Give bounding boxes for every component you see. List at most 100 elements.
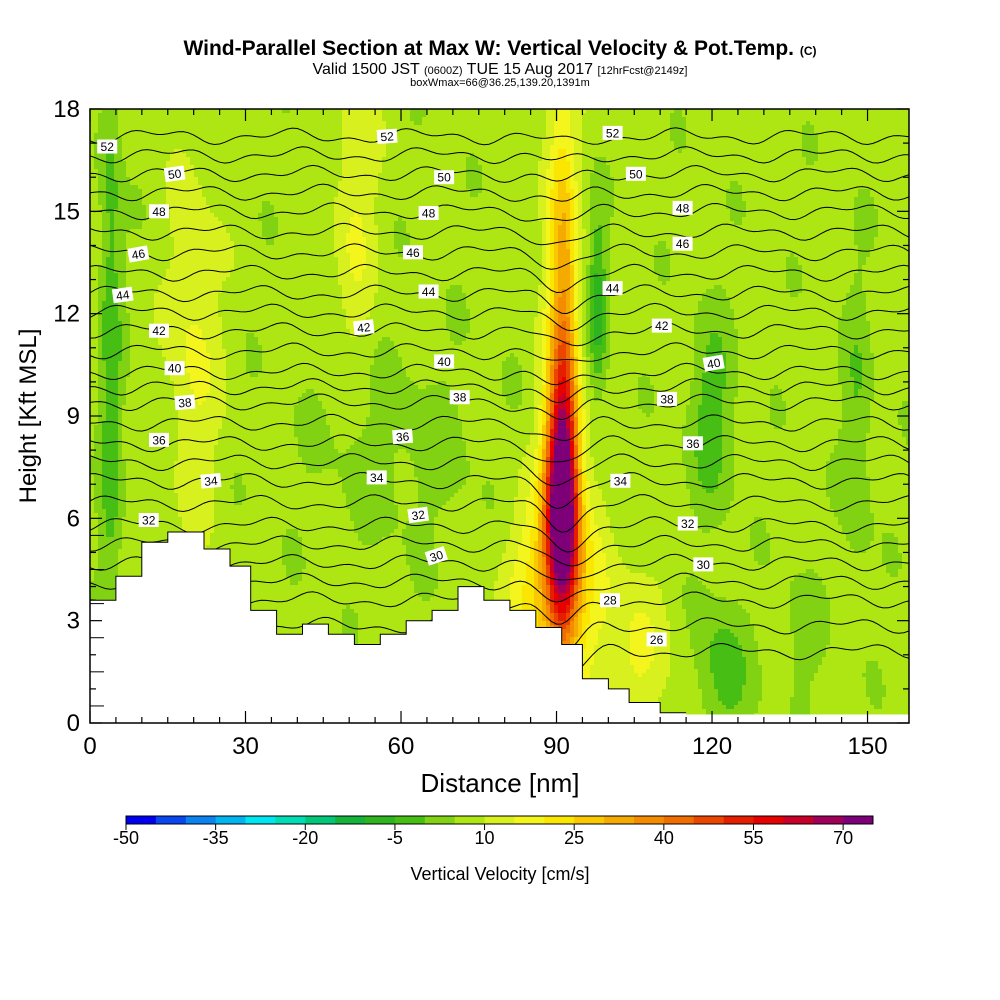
velocity-cell xyxy=(134,145,139,150)
velocity-cell xyxy=(118,313,123,318)
velocity-cell xyxy=(158,193,163,198)
velocity-cell xyxy=(106,373,111,378)
velocity-cell xyxy=(110,545,115,550)
velocity-cell xyxy=(118,477,123,482)
velocity-cell xyxy=(190,461,195,466)
velocity-cell xyxy=(98,221,103,226)
velocity-cell xyxy=(186,165,191,170)
velocity-cell xyxy=(158,137,163,142)
velocity-cell xyxy=(114,361,119,366)
velocity-cell xyxy=(134,233,139,238)
velocity-cell xyxy=(146,385,151,390)
velocity-cell xyxy=(110,297,115,302)
velocity-cell xyxy=(190,197,195,202)
velocity-cell xyxy=(182,133,187,138)
velocity-cell xyxy=(162,457,167,462)
velocity-cell xyxy=(118,273,123,278)
velocity-cell xyxy=(166,305,171,310)
velocity-cell xyxy=(130,353,135,358)
velocity-cell xyxy=(158,321,163,326)
velocity-cell xyxy=(146,125,151,130)
velocity-cell xyxy=(90,333,95,338)
velocity-cell xyxy=(190,133,195,138)
velocity-cell xyxy=(118,449,123,454)
velocity-cell xyxy=(202,245,207,250)
velocity-cell xyxy=(142,169,147,174)
velocity-cell xyxy=(190,249,195,254)
velocity-cell xyxy=(194,237,199,242)
velocity-cell xyxy=(170,257,175,262)
velocity-cell xyxy=(122,325,127,330)
velocity-cell xyxy=(158,397,163,402)
velocity-cell xyxy=(98,301,103,306)
velocity-cell xyxy=(102,205,107,210)
velocity-cell xyxy=(194,385,199,390)
velocity-cell xyxy=(106,437,111,442)
velocity-cell xyxy=(118,241,123,246)
velocity-cell xyxy=(134,221,139,226)
velocity-cell xyxy=(94,253,99,258)
velocity-cell xyxy=(126,277,131,282)
velocity-cell xyxy=(206,221,211,226)
velocity-cell xyxy=(158,357,163,362)
velocity-cell xyxy=(198,477,203,482)
velocity-cell xyxy=(130,125,135,130)
velocity-cell xyxy=(166,397,171,402)
velocity-cell xyxy=(142,285,147,290)
velocity-cell xyxy=(174,277,179,282)
velocity-cell xyxy=(114,525,119,530)
velocity-cell xyxy=(190,261,195,266)
velocity-cell xyxy=(162,317,167,322)
velocity-cell xyxy=(142,273,147,278)
velocity-cell xyxy=(98,445,103,450)
velocity-cell xyxy=(166,405,171,410)
velocity-cell xyxy=(102,517,107,522)
velocity-cell xyxy=(194,285,199,290)
velocity-cell xyxy=(102,157,107,162)
velocity-cell xyxy=(134,461,139,466)
velocity-cell xyxy=(134,373,139,378)
velocity-cell xyxy=(106,217,111,222)
velocity-cell xyxy=(214,505,219,510)
velocity-cell xyxy=(150,297,155,302)
velocity-cell xyxy=(130,425,135,430)
velocity-cell xyxy=(214,165,219,170)
velocity-cell xyxy=(146,325,151,330)
velocity-cell xyxy=(182,349,187,354)
velocity-cell xyxy=(186,293,191,298)
velocity-cell xyxy=(130,561,135,566)
velocity-cell xyxy=(170,453,175,458)
velocity-cell xyxy=(154,217,159,222)
velocity-cell xyxy=(206,213,211,218)
velocity-cell xyxy=(158,157,163,162)
velocity-cell xyxy=(190,181,195,186)
velocity-cell xyxy=(210,469,215,474)
velocity-cell xyxy=(194,293,199,298)
valid-utc: (0600Z) xyxy=(424,65,463,77)
velocity-cell xyxy=(162,389,167,394)
velocity-cell xyxy=(182,389,187,394)
velocity-cell xyxy=(122,497,127,502)
velocity-cell xyxy=(130,513,135,518)
velocity-cell xyxy=(94,485,99,490)
velocity-cell xyxy=(126,173,131,178)
velocity-cell xyxy=(214,521,219,526)
velocity-cell xyxy=(146,181,151,186)
velocity-cell xyxy=(190,349,195,354)
velocity-cell xyxy=(122,261,127,266)
velocity-cell xyxy=(146,261,151,266)
velocity-cell xyxy=(158,313,163,318)
velocity-cell xyxy=(126,189,131,194)
velocity-cell xyxy=(126,433,131,438)
velocity-cell xyxy=(118,521,123,526)
velocity-cell xyxy=(202,321,207,326)
velocity-cell xyxy=(114,453,119,458)
velocity-cell xyxy=(138,505,143,510)
velocity-cell xyxy=(98,517,103,522)
velocity-cell xyxy=(102,493,107,498)
velocity-cell xyxy=(206,385,211,390)
velocity-cell xyxy=(122,245,127,250)
velocity-cell xyxy=(98,417,103,422)
velocity-cell xyxy=(106,581,111,586)
velocity-cell xyxy=(98,473,103,478)
